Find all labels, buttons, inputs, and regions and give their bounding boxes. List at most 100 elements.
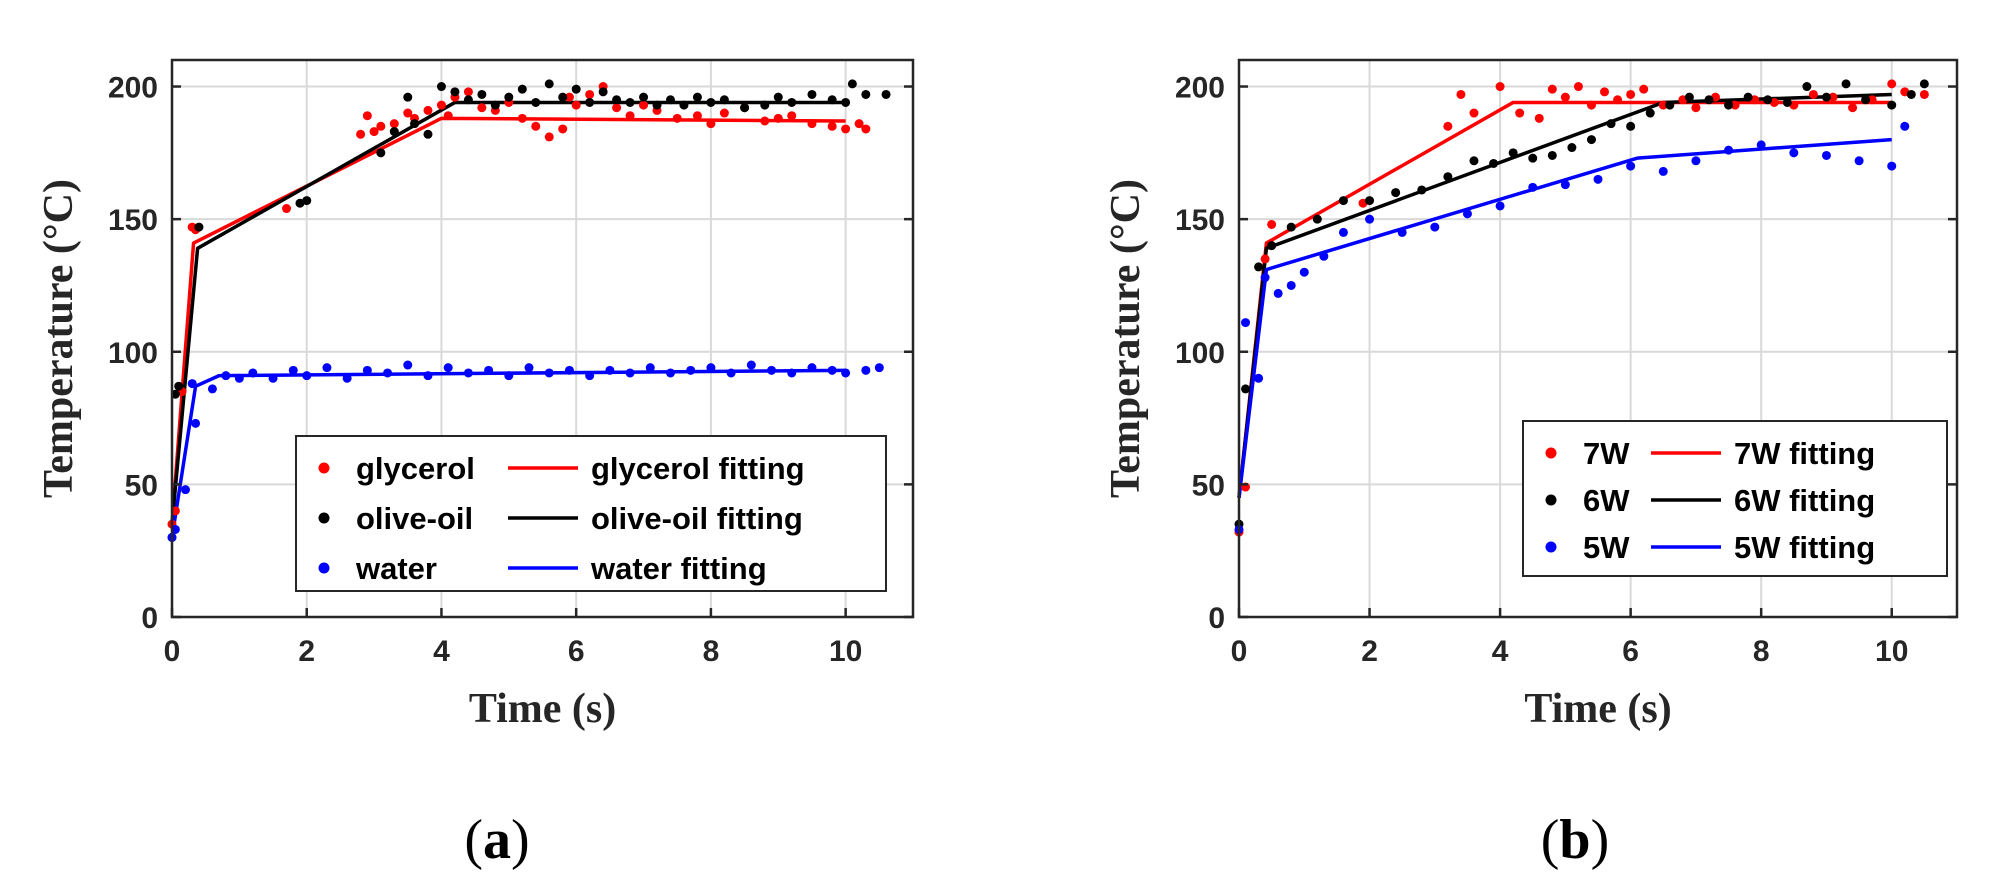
panel-label-letter: a	[483, 809, 511, 871]
legend-label-water: water	[355, 551, 437, 586]
data-point-7w	[1560, 92, 1570, 102]
data-point-7w	[1600, 87, 1610, 97]
data-point-6w	[1802, 82, 1812, 92]
data-point-7w	[1573, 82, 1583, 92]
legend-label-7w: 7W	[1583, 436, 1630, 471]
legend-box	[295, 435, 887, 592]
data-point-7w	[1691, 103, 1701, 113]
data-point-water	[207, 384, 217, 394]
data-point-olive-oil	[639, 92, 649, 102]
data-point-water	[787, 368, 797, 378]
data-point-7w	[1808, 89, 1818, 99]
legend-label-olive-oil-fitting: olive-oil fitting	[591, 501, 803, 536]
fitting-lines	[170, 100, 846, 538]
data-point-6w	[1338, 196, 1348, 206]
legend-label-glycerol: glycerol	[356, 451, 475, 486]
data-point-5w	[1254, 373, 1264, 383]
data-point-olive-oil	[423, 129, 433, 139]
data-point-5w	[1286, 280, 1296, 290]
data-point-glycerol	[531, 121, 541, 131]
data-point-6w	[1684, 92, 1694, 102]
data-point-glycerol	[827, 121, 837, 131]
data-point-6w	[1508, 148, 1518, 158]
data-point-glycerol	[362, 111, 372, 121]
y-axis-label: Temperature (°C)	[36, 179, 82, 498]
grid	[1238, 60, 1957, 618]
data-point-6w	[1782, 97, 1792, 107]
data-point-7w	[1534, 113, 1544, 123]
data-point-water	[665, 368, 675, 378]
x-tick-label: 6	[568, 635, 585, 668]
legend-label-5w-fitting: 5W fitting	[1734, 530, 1875, 565]
data-point-5w	[1756, 140, 1766, 150]
data-point-water	[180, 485, 190, 495]
data-point-water	[625, 368, 635, 378]
data-point-olive-oil	[531, 97, 541, 107]
data-point-glycerol	[423, 105, 433, 115]
data-point-glycerol	[706, 119, 716, 129]
data-point-5w	[1365, 214, 1375, 224]
data-point-6w	[1704, 95, 1714, 105]
data-point-water	[706, 363, 716, 373]
data-point-olive-oil	[504, 92, 514, 102]
legend-marker-glycerol	[318, 462, 330, 474]
data-point-glycerol	[672, 113, 682, 123]
data-point-7w	[1260, 254, 1270, 264]
y-tick-label: 200	[108, 72, 158, 105]
data-point-glycerol	[282, 204, 292, 214]
legend-label-glycerol-fitting: glycerol fitting	[591, 451, 805, 486]
x-tick-label: 2	[1361, 635, 1378, 668]
data-point-glycerol	[861, 124, 871, 134]
y-tick-label: 100	[1175, 337, 1225, 370]
x-tick-label: 4	[1492, 635, 1509, 668]
panel-label-close: )	[511, 809, 530, 871]
data-point-olive-oil	[295, 198, 305, 208]
data-point-water	[827, 365, 837, 375]
data-point-olive-oil	[477, 89, 487, 99]
fitting-lines	[1237, 92, 1892, 498]
data-point-5w	[1462, 209, 1472, 219]
data-point-water	[362, 365, 372, 375]
legend-label-6w: 6W	[1583, 483, 1630, 518]
y-tick-label: 100	[108, 337, 158, 370]
data-point-water	[443, 363, 453, 373]
data-point-olive-oil	[517, 84, 527, 94]
legend: 7W 6W 5W 7W fitting 6W fitting 5W fitting	[1522, 420, 1948, 577]
x-tick-label: 0	[164, 635, 181, 668]
x-tick-label: 0	[1231, 635, 1248, 668]
data-point-6w	[1528, 153, 1538, 163]
data-point-glycerol	[376, 121, 386, 131]
data-point-glycerol	[612, 103, 622, 113]
panel-label-letter: b	[1559, 809, 1590, 871]
data-point-glycerol	[477, 103, 487, 113]
data-point-7w	[1626, 89, 1636, 99]
data-point-5w	[1900, 121, 1910, 131]
x-tick-label: 6	[1622, 635, 1639, 668]
data-point-6w	[1241, 384, 1251, 394]
data-point-5w	[1273, 288, 1283, 298]
data-points	[1234, 79, 1929, 537]
y-tick-label: 50	[125, 469, 158, 502]
data-point-water	[234, 373, 244, 383]
data-point-glycerol	[841, 124, 851, 134]
data-point-olive-oil	[787, 97, 797, 107]
legend-marker-5w	[1545, 541, 1557, 553]
data-point-water	[484, 365, 494, 375]
data-point-olive-oil	[665, 95, 675, 105]
data-point-6w	[1606, 119, 1616, 129]
data-point-olive-oil	[773, 92, 783, 102]
data-point-6w	[1763, 95, 1773, 105]
legend-items: 7W 6W 5W 7W fitting 6W fitting 5W fitting	[1545, 436, 1875, 565]
data-point-6w	[1821, 92, 1831, 102]
data-point-olive-oil	[679, 100, 689, 110]
data-point-5w	[1528, 182, 1538, 192]
legend-marker-7w	[1545, 447, 1557, 459]
axes-box	[1237, 58, 1959, 619]
data-point-glycerol	[787, 111, 797, 121]
data-point-olive-oil	[740, 103, 750, 113]
data-point-olive-oil	[881, 89, 891, 99]
data-point-olive-oil	[847, 79, 857, 89]
data-point-water	[841, 368, 851, 378]
